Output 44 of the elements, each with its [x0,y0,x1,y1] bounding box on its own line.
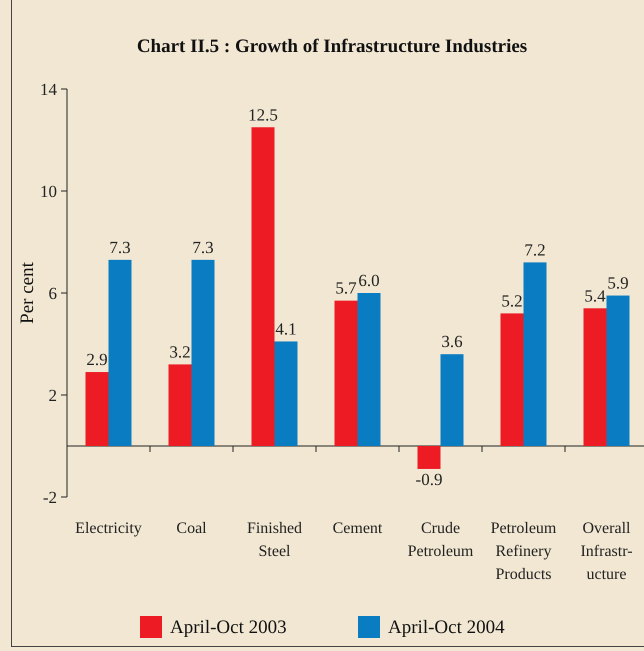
x-tick-label: Overall Infrastr-ucture [580,520,633,583]
y-tick-label: -2 [42,488,57,507]
data-label: 3.2 [169,342,191,362]
x-tick-label: Petroleum Refinery Products [490,520,557,583]
y-axis-title: Per cent [17,261,38,324]
bar [524,262,546,446]
bar [606,296,630,446]
bar [86,372,108,446]
bar [274,341,298,446]
legend-label: April-Oct 2004 [388,617,506,638]
data-label: -0.9 [416,470,442,489]
data-label: 7.3 [109,238,131,257]
bar [440,354,464,446]
bar [418,446,440,469]
data-label: 5.4 [584,286,606,306]
data-label: 6.0 [358,271,380,290]
x-tick-label: Electricity [75,520,142,537]
bar [192,260,214,446]
data-label: 7.2 [524,240,546,260]
y-tick-label: 14 [40,80,58,99]
bar [168,364,192,446]
bar [358,293,380,446]
data-label: 5.9 [607,274,629,293]
y-tick-label: 6 [48,284,57,303]
x-tick-label: Coal [176,520,208,537]
data-label: 5.2 [501,291,523,310]
legend-label: April-Oct 2003 [170,617,287,638]
y-tick-label: 10 [40,182,57,201]
x-tick-label: Crude Petroleum [408,520,474,560]
data-label: 7.3 [192,238,214,257]
data-label: 5.7 [335,278,358,298]
bar [108,260,132,446]
y-tick-label: 2 [48,386,57,405]
data-label: 2.9 [86,350,108,370]
bar [252,127,274,446]
x-tick-label: Finished Steel [246,520,302,560]
chart-title: Chart II.5 : Growth of Infrastructure Industries [136,36,528,57]
x-tick-label: Cement [332,520,383,537]
bar [584,308,606,446]
data-label: 12.5 [248,105,278,124]
data-label: 4.1 [275,319,297,338]
bar [334,300,358,446]
bar [500,313,524,446]
data-label: 3.6 [441,332,463,352]
